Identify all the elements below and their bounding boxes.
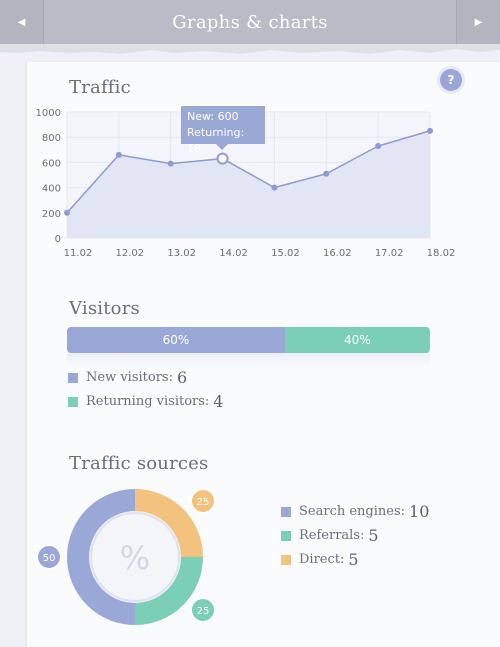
x-tick-label: 13.02 <box>167 248 196 259</box>
x-tick-label: 16.02 <box>323 248 352 259</box>
visitors-title: Visitors <box>69 298 140 319</box>
new-visitors-segment[interactable]: 60% <box>67 327 285 353</box>
question-icon: ? <box>447 73 455 87</box>
donut-badge-label: 25 <box>197 497 210 508</box>
y-tick-label: 0 <box>55 234 61 245</box>
tooltip-returning: Returning: 18 <box>187 126 245 155</box>
y-tick-label: 600 <box>42 158 61 169</box>
traffic-sources-title: Traffic sources <box>69 453 209 474</box>
data-point[interactable] <box>271 184 278 191</box>
legend-direct-label: Direct: <box>299 552 345 567</box>
legend-direct-value: 5 <box>348 550 359 569</box>
bar-reflection <box>67 354 430 368</box>
legend-search-engines: Search engines: 10 <box>281 502 429 521</box>
y-tick-label: 400 <box>42 184 61 195</box>
forward-button[interactable]: ▶ <box>456 0 500 44</box>
legend-returning-label: Returning visitors: <box>86 394 210 409</box>
tooltip-new: New: 600 <box>187 110 239 123</box>
paper-tear-edge <box>0 44 500 54</box>
swatch-returning <box>68 396 78 407</box>
x-tick-label: 12.02 <box>116 248 145 259</box>
data-point-highlighted[interactable] <box>216 152 229 165</box>
legend-returning-visitors: Returning visitors: 4 <box>68 392 223 411</box>
y-tick-label: 200 <box>42 209 61 220</box>
percent-symbol: % <box>120 539 150 577</box>
traffic-line <box>66 130 431 214</box>
help-button[interactable]: ? <box>440 69 462 91</box>
legend-referrals-value: 5 <box>368 526 379 545</box>
data-point[interactable] <box>427 127 433 134</box>
traffic-title: Traffic <box>69 77 131 98</box>
data-point[interactable] <box>115 151 122 158</box>
swatch-referrals <box>281 530 291 541</box>
legend-referrals-label: Referrals: <box>299 528 365 543</box>
data-point[interactable] <box>64 209 70 216</box>
donut-badge-label: 25 <box>197 606 210 617</box>
legend-new-label: New visitors: <box>86 370 173 385</box>
chart-tooltip: New: 600 Returning: 18 <box>181 106 265 155</box>
legend-search-label: Search engines: <box>299 504 406 519</box>
donut-badge <box>36 544 62 570</box>
x-tick-label: 15.02 <box>271 248 300 259</box>
data-point[interactable] <box>375 143 382 150</box>
page-title: Graphs & charts <box>172 11 328 33</box>
legend-returning-value: 4 <box>213 392 224 411</box>
returning-visitors-pct: 40% <box>344 333 371 347</box>
legend-new-visitors: New visitors: 6 <box>68 368 187 387</box>
chevron-left-icon: ◀ <box>17 16 26 28</box>
traffic-sources-donut: % 25 25 50 <box>36 488 216 625</box>
donut-badge <box>190 597 216 623</box>
donut-slice[interactable] <box>134 489 203 558</box>
tooltip-arrow <box>216 144 228 150</box>
donut-badge <box>190 488 216 514</box>
y-tick-label: 1000 <box>36 108 61 119</box>
legend-search-value: 10 <box>409 502 430 521</box>
data-point[interactable] <box>167 160 174 167</box>
legend-direct: Direct: 5 <box>281 550 359 569</box>
y-tick-label: 800 <box>42 133 61 144</box>
x-tick-label: 11.02 <box>64 248 93 259</box>
donut-slice[interactable] <box>134 556 203 625</box>
legend-new-value: 6 <box>176 368 188 387</box>
new-visitors-pct: 60% <box>162 333 190 347</box>
data-point[interactable] <box>323 170 330 177</box>
header-bar: ◀ Graphs & charts ▶ <box>0 0 500 45</box>
x-tick-label: 14.02 <box>219 248 248 259</box>
swatch-direct <box>281 554 291 565</box>
legend-referrals: Referrals: 5 <box>281 526 379 545</box>
donut-badge-label: 50 <box>43 553 56 564</box>
x-tick-label: 17.02 <box>375 248 404 259</box>
chevron-right-icon: ▶ <box>474 16 483 28</box>
back-button[interactable]: ◀ <box>0 0 44 44</box>
swatch-new <box>68 372 78 383</box>
donut-slice[interactable] <box>67 489 136 625</box>
swatch-search <box>281 506 291 517</box>
returning-visitors-segment[interactable]: 40% <box>284 327 430 353</box>
traffic-area <box>67 130 430 238</box>
x-tick-label: 18.02 <box>427 248 456 259</box>
visitors-bar: 60% 40% <box>67 327 430 353</box>
